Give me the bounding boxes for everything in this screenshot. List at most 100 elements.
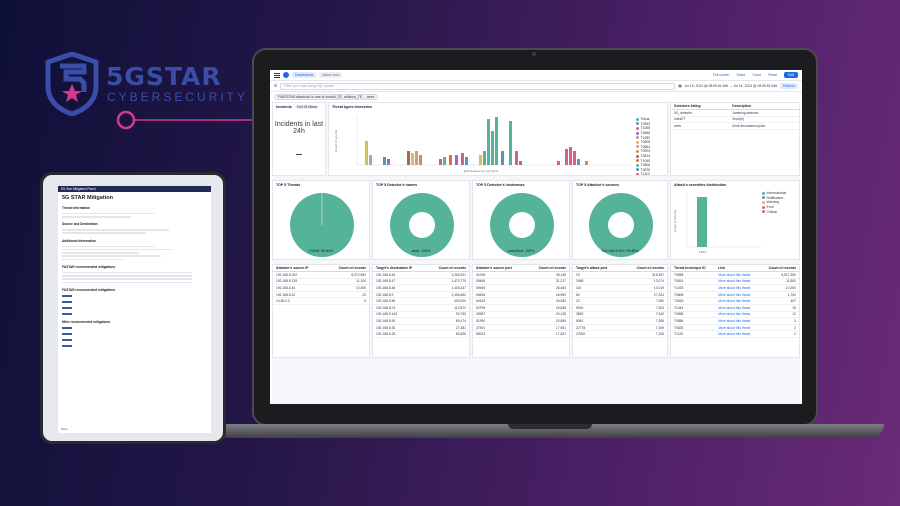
- threat-info-link[interactable]: More about this threat: [715, 297, 760, 305]
- legend-item[interactable]: T0854: [636, 145, 664, 150]
- table-row: 192.168.8.200 6,972,983: [273, 271, 369, 279]
- table-row: rulesET Snort(e): [671, 116, 799, 124]
- threat-info-link[interactable]: More about this threat: [715, 304, 760, 312]
- app-logo-icon[interactable]: [283, 72, 289, 78]
- column-header[interactable]: Link: [715, 265, 760, 272]
- threat-info-link[interactable]: More about this threat: [715, 330, 760, 338]
- pie-title: TOP 5 Detector's names: [376, 183, 418, 187]
- legend-label: T0853: [640, 121, 651, 126]
- table-row: T0856 More about this threat 12: [671, 311, 799, 319]
- threat-info-link[interactable]: More about this threat: [715, 291, 760, 299]
- threat-types-legend: Tcbus T0853 T1065 T0866 T1082 T0808 T0854 T0903…: [636, 117, 664, 175]
- tablet-title: 5G STAR Mitigation: [62, 195, 113, 201]
- legend-item[interactable]: Error: [762, 205, 796, 210]
- column-header[interactable]: Target's attack port: [573, 265, 623, 272]
- legend-item[interactable]: T1110: [636, 172, 664, 175]
- severities-title: Attack's severities distribution: [674, 183, 727, 187]
- legend-item[interactable]: Warning: [762, 200, 796, 205]
- filter-pill[interactable]: FMC/STAR.attackcat: is one of unauth_TE,…: [274, 93, 379, 100]
- table-cell: 1,263,921: [426, 271, 469, 279]
- table-cell: 6,972,983: [324, 271, 369, 279]
- legend-item[interactable]: Critical: [762, 209, 796, 214]
- legend-item[interactable]: T0808: [636, 140, 664, 145]
- filter-icon[interactable]: ☰: [274, 84, 278, 88]
- table-row: 10.65.0.2 3: [273, 297, 369, 305]
- table-row: T1126 More about this threat 2: [671, 330, 799, 338]
- legend-item[interactable]: T1065: [636, 126, 664, 131]
- table-row: 59946 28,484: [473, 284, 569, 292]
- threat-info-link[interactable]: More about this threat: [715, 271, 760, 279]
- clone-button[interactable]: Clone: [752, 73, 762, 77]
- tablet-header: 5G Star Mitigation Panel: [58, 186, 211, 192]
- section-additional-info: Additional information: [62, 238, 96, 243]
- table-cell: 17,981: [526, 324, 569, 332]
- column-header[interactable]: Threat technique ID: [671, 265, 716, 272]
- share-button[interactable]: Share: [736, 73, 746, 77]
- table-cell: 90,753: [426, 311, 469, 319]
- refresh-button[interactable]: Refresh: [780, 83, 798, 89]
- column-header[interactable]: Attacker's source port: [473, 265, 527, 272]
- threat-info-link[interactable]: More about this threat: [715, 284, 760, 292]
- table-cell: T0856: [671, 317, 716, 325]
- legend-label: T0814: [640, 154, 651, 159]
- menu-icon[interactable]: [274, 72, 280, 78]
- column-header[interactable]: Count of records: [426, 265, 469, 272]
- panel-grid: Incidents Full Of Mess Incidents in last …: [272, 102, 800, 404]
- edit-button[interactable]: Edit: [784, 72, 798, 78]
- table-cell: 5900: [573, 304, 623, 312]
- legend-item[interactable]: T0853: [636, 122, 664, 127]
- reset-button[interactable]: Reset: [768, 73, 778, 77]
- date-range[interactable]: Jul 15, 2024 @ 08:09:51.646 → Jul 16, 20…: [684, 84, 778, 88]
- column-header[interactable]: Count of records: [324, 265, 369, 272]
- column-header[interactable]: Count of records: [622, 265, 667, 272]
- tablet-back-link[interactable]: Back: [61, 427, 68, 431]
- legend-item[interactable]: T0876: [636, 168, 664, 173]
- query-bar: ☰ Filter your data using KQL syntax ▦ Ju…: [270, 81, 802, 92]
- table-row: T0808 More about this threat 1,762: [671, 291, 799, 299]
- table-cell: 53816: [473, 291, 527, 299]
- table-cell: 26,638: [526, 304, 569, 312]
- legend-item[interactable]: Informational: [762, 191, 796, 196]
- column-header[interactable]: Count of records: [526, 265, 569, 272]
- laptop-notch: [508, 424, 592, 429]
- breadcrumb-dashboards[interactable]: Dashboards: [292, 72, 317, 78]
- detectors-table: Detectors listing Description 5G_detecto…: [671, 103, 799, 130]
- column-header[interactable]: Target's destination IP: [373, 265, 427, 272]
- table-cell: 22778: [573, 324, 623, 332]
- table-cell: 1,762: [759, 291, 799, 299]
- threat-types-xlabel: @timestamp per 10 hours: [464, 169, 499, 173]
- threat-info-link[interactable]: More about this threat: [715, 311, 760, 319]
- column-header[interactable]: Attacker's source IP: [273, 265, 325, 272]
- search-input[interactable]: Filter your data using KQL syntax: [280, 82, 676, 90]
- legend-item[interactable]: T0814: [636, 154, 664, 159]
- legend-item[interactable]: Notification: [762, 196, 796, 201]
- threat-info-link[interactable]: More about this threat: [715, 317, 760, 325]
- tablet-screen: 5G Star Mitigation Panel 5G STAR Mitigat…: [58, 186, 211, 433]
- table-row: T0858 More about this threat 6,917,392: [671, 271, 799, 279]
- legend-item[interactable]: Tcbus: [636, 117, 664, 122]
- legend-item[interactable]: T0866: [636, 131, 664, 136]
- table-cell: 7,205: [622, 330, 667, 338]
- table-row: T0815 More about this threat 497: [671, 297, 799, 305]
- technique-panel: Threat technique ID Link Count of records T…: [670, 264, 800, 358]
- table-cell: 3663: [573, 311, 623, 319]
- table-row: 192.168.8.2 1,406,652: [373, 291, 469, 299]
- target-ip-panel: Target's destination IP Count of records 1…: [372, 264, 470, 358]
- breadcrumb-attack-view[interactable]: Attack view: [319, 72, 343, 78]
- table-cell: 49387: [473, 311, 527, 319]
- threat-types-chart: @timestamp per 10 hours Count of records: [334, 115, 631, 173]
- table-cell: 12: [759, 311, 799, 319]
- table-cell: 7,303: [622, 304, 667, 312]
- full-screen-button[interactable]: Full screen: [712, 73, 730, 77]
- legend-item[interactable]: T1065: [636, 158, 664, 163]
- legend-item[interactable]: T1082: [636, 135, 664, 140]
- legend-item[interactable]: T0903: [636, 149, 664, 154]
- column-header[interactable]: Count of records: [759, 265, 799, 272]
- legend-item[interactable]: T0806: [636, 163, 664, 168]
- table-row: 192.168.8.74 113,572: [373, 304, 469, 312]
- threat-info-link[interactable]: More about this threat: [715, 278, 760, 286]
- table-row: T0826 More about this threat 2: [671, 324, 799, 332]
- calendar-icon[interactable]: ▦: [678, 84, 682, 88]
- table-cell: T0858: [671, 271, 716, 279]
- threat-info-link[interactable]: More about this threat: [715, 324, 760, 332]
